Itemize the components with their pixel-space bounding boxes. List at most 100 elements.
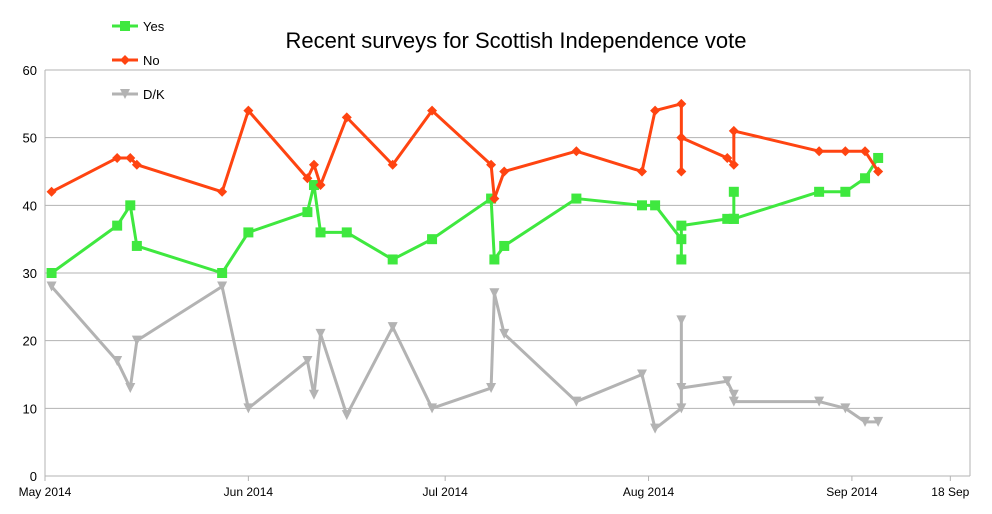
series-line: [50, 102, 880, 201]
data-point-triangle: [486, 383, 497, 394]
data-point-square: [636, 200, 647, 211]
data-point-diamond: [315, 180, 326, 191]
series-no: [46, 98, 884, 204]
data-point-diamond: [650, 105, 661, 116]
data-point-triangle: [840, 403, 851, 414]
data-point-square: [499, 240, 510, 251]
data-point-square: [308, 180, 319, 191]
data-point-diamond: [676, 132, 687, 143]
data-point-diamond: [676, 166, 687, 177]
data-point-square: [873, 152, 884, 163]
data-point-triangle: [860, 416, 871, 427]
data-point-triangle: [217, 281, 228, 292]
data-point-diamond: [571, 146, 582, 157]
data-point-square: [243, 227, 254, 238]
legend-item: D/K: [112, 87, 165, 102]
data-point-square: [650, 200, 661, 211]
y-tick-label: 0: [30, 469, 37, 484]
data-point-square: [125, 200, 136, 211]
data-point-triangle: [387, 322, 398, 333]
data-point-square: [112, 220, 123, 231]
data-point-square: [814, 186, 825, 197]
data-point-square: [571, 193, 582, 204]
data-point-triangle: [427, 403, 438, 414]
data-point-square: [676, 220, 687, 231]
data-point-triangle: [728, 389, 739, 400]
x-tick-label: Aug 2014: [623, 485, 675, 499]
data-point-diamond: [814, 146, 825, 157]
data-point-diamond: [860, 146, 871, 157]
legend-label: No: [143, 53, 160, 68]
data-point-square: [489, 254, 500, 265]
legend-item: Yes: [112, 19, 165, 34]
x-tick-label: Jul 2014: [422, 485, 468, 499]
data-point-square: [217, 268, 228, 278]
data-point-triangle: [650, 423, 661, 434]
legend-label: D/K: [143, 87, 165, 102]
legend-item: No: [112, 53, 160, 68]
data-point-square: [676, 254, 687, 265]
y-tick-label: 20: [23, 334, 37, 349]
data-point-diamond: [112, 152, 123, 163]
data-point-diamond: [499, 166, 510, 177]
axes: 0 10 20 30 40 50 60 May 2014 Jun 2014 Jul 2014 Aug…: [19, 63, 970, 499]
y-tick-label: 40: [23, 198, 37, 213]
data-point-diamond: [243, 105, 254, 116]
data-point-triangle: [46, 281, 57, 292]
data-point-triangle: [499, 328, 510, 339]
data-point-square: [341, 227, 352, 238]
data-point-diamond: [341, 112, 352, 123]
legend: Yes No D/K: [112, 19, 165, 102]
y-tick-label: 60: [23, 63, 37, 78]
data-point-diamond: [217, 186, 228, 197]
data-point-square: [302, 207, 313, 218]
data-point-diamond: [427, 105, 438, 116]
data-point-diamond: [131, 159, 142, 170]
data-point-diamond: [489, 193, 500, 204]
data-point-triangle: [131, 335, 142, 346]
data-point-diamond: [676, 98, 687, 109]
data-point-diamond: [728, 125, 739, 136]
y-tick-label: 50: [23, 131, 37, 146]
data-point-square: [120, 21, 130, 31]
data-point-square: [728, 213, 739, 224]
series-line: [50, 157, 880, 275]
data-point-triangle: [676, 315, 687, 326]
series-dk: [46, 281, 884, 434]
data-point-diamond: [308, 159, 319, 170]
grid-lines: [45, 69, 971, 477]
data-point-square: [427, 234, 438, 245]
data-point-diamond: [120, 55, 130, 65]
data-point-square: [722, 213, 733, 224]
data-point-square: [860, 173, 871, 184]
data-point-square: [728, 186, 739, 197]
data-point-triangle: [112, 355, 123, 366]
data-point-diamond: [486, 159, 497, 170]
data-point-triangle: [341, 410, 352, 421]
x-tick-label: Sep 2014: [826, 485, 878, 499]
data-point-triangle: [243, 403, 254, 414]
series-yes: [46, 152, 884, 278]
data-point-triangle: [814, 396, 825, 407]
y-tick-label: 10: [23, 401, 37, 416]
x-tick-label: Jun 2014: [224, 485, 274, 499]
data-point-triangle: [120, 89, 130, 99]
data-point-square: [46, 268, 57, 278]
x-tick-label: 18 Sep: [931, 485, 969, 499]
data-point-triangle: [722, 376, 733, 387]
data-point-triangle: [308, 389, 319, 400]
data-point-square: [676, 234, 687, 245]
chart-title: Recent surveys for Scottish Independence…: [285, 28, 746, 53]
data-point-triangle: [571, 396, 582, 407]
data-point-square: [315, 227, 326, 238]
x-tick-label: May 2014: [19, 485, 72, 499]
data-point-square: [387, 254, 398, 265]
data-point-diamond: [873, 166, 884, 177]
data-point-triangle: [302, 355, 313, 366]
data-point-triangle: [676, 383, 687, 394]
data-point-diamond: [840, 146, 851, 157]
data-point-diamond: [46, 186, 57, 197]
data-point-diamond: [636, 166, 647, 177]
data-point-triangle: [489, 288, 500, 299]
